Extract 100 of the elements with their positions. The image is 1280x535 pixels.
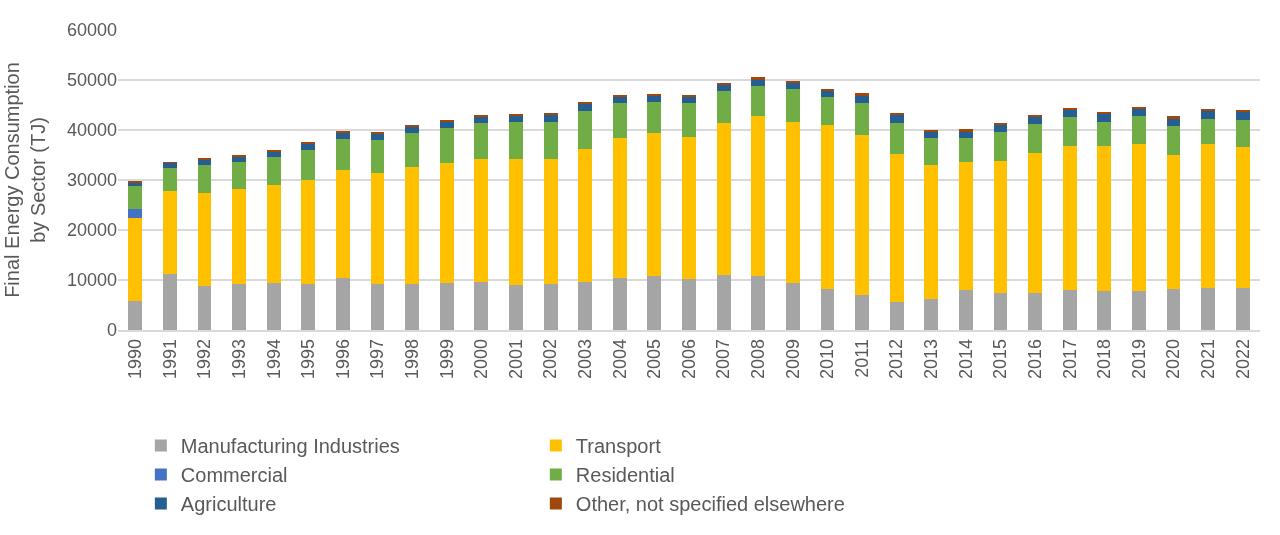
y-tick-label: 60000	[66, 20, 117, 41]
bar	[993, 293, 1008, 330]
bar	[820, 90, 835, 97]
bar	[924, 129, 939, 132]
bar	[197, 164, 212, 193]
bar	[716, 123, 731, 275]
bar	[1097, 114, 1112, 122]
bar	[1131, 116, 1146, 144]
bar	[820, 124, 835, 289]
bar	[197, 159, 212, 165]
bar	[162, 274, 177, 330]
bar	[855, 134, 869, 295]
bar	[682, 278, 696, 330]
y-tick-label: 10000	[66, 270, 117, 291]
bar	[1201, 288, 1216, 330]
bar	[682, 96, 696, 103]
bar	[336, 277, 350, 330]
bar	[612, 103, 627, 138]
x-tick-label: 1993	[228, 338, 249, 379]
bar	[958, 129, 973, 132]
bar	[958, 131, 973, 139]
bar	[578, 103, 593, 111]
bar	[405, 284, 420, 330]
bar	[266, 149, 281, 152]
bar	[993, 132, 1008, 161]
x-tick-label: 2000	[471, 338, 492, 379]
x-tick-label: 2001	[505, 338, 526, 379]
bar	[266, 184, 281, 283]
bar	[647, 132, 662, 276]
x-tick-label: 1998	[402, 338, 422, 379]
x-tick-label: 1992	[194, 338, 215, 379]
bar	[1028, 117, 1042, 125]
bar	[716, 84, 731, 91]
bar	[958, 162, 973, 290]
bar	[439, 128, 454, 163]
x-tick-label: 2009	[782, 338, 803, 379]
bar	[509, 284, 523, 330]
bar	[993, 160, 1008, 293]
bar	[128, 300, 143, 330]
bar	[543, 283, 558, 330]
bar	[855, 294, 869, 330]
legend-label: Commercial	[180, 464, 288, 487]
x-tick-label: 2008	[748, 338, 769, 379]
bar	[509, 113, 523, 116]
bar	[301, 283, 316, 330]
bar	[1166, 126, 1181, 155]
x-tick-label: 1995	[298, 338, 319, 379]
bar	[889, 122, 904, 154]
x-tick-label: 2011	[851, 338, 872, 378]
bar	[162, 163, 177, 168]
bar	[232, 189, 247, 284]
bar	[612, 137, 627, 278]
bar	[751, 86, 766, 116]
bar	[1062, 109, 1077, 117]
x-tick-label: 1991	[159, 338, 180, 379]
bar	[785, 83, 800, 89]
legend-label: Transport	[575, 435, 662, 458]
x-tick-label: 2016	[1024, 338, 1045, 379]
bar	[197, 192, 212, 286]
x-tick-label: 2019	[1128, 338, 1149, 379]
bar	[1062, 116, 1077, 146]
bar	[162, 190, 177, 274]
bar	[128, 218, 143, 301]
bar	[543, 114, 558, 122]
bar	[785, 89, 800, 122]
bar	[301, 179, 316, 284]
bar	[1097, 146, 1112, 292]
bar	[405, 133, 420, 167]
bar	[612, 96, 627, 104]
bar	[924, 138, 939, 165]
bar	[958, 138, 973, 162]
x-tick-label: 2022	[1232, 338, 1253, 379]
y-tick-label: 50000	[66, 70, 117, 91]
bar	[1235, 119, 1250, 147]
bar	[1028, 153, 1042, 293]
x-tick-label: 2003	[575, 338, 596, 379]
x-tick-label: 2004	[609, 338, 630, 379]
bar	[855, 95, 869, 103]
bar	[266, 282, 281, 330]
x-tick-label: 2006	[678, 338, 699, 379]
bar	[232, 283, 247, 330]
bar	[751, 115, 766, 277]
bar	[474, 281, 489, 330]
bar	[716, 275, 731, 330]
bar	[889, 301, 904, 330]
bar	[509, 122, 523, 159]
bar	[785, 122, 800, 284]
bar	[370, 133, 385, 140]
bar	[1166, 288, 1181, 330]
bar	[1166, 154, 1181, 289]
bar	[543, 121, 558, 159]
bar	[1097, 121, 1112, 147]
bar	[474, 114, 489, 117]
bar	[1131, 291, 1146, 330]
bar	[1131, 108, 1146, 116]
bar	[1131, 106, 1146, 109]
bar	[751, 80, 766, 86]
bar	[1062, 290, 1077, 330]
bar	[1201, 144, 1216, 288]
bar	[543, 158, 558, 284]
